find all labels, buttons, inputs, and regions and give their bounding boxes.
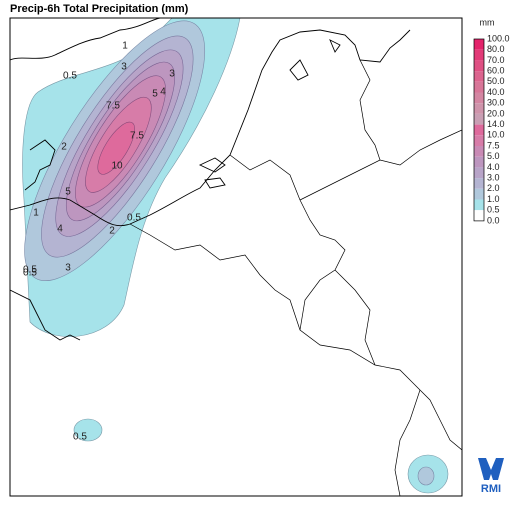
contour-label: 1 — [122, 41, 128, 52]
contour-label: 0.5 — [23, 268, 37, 279]
colorbar-unit: mm — [480, 17, 495, 27]
contour-label: 7.5 — [106, 101, 120, 112]
colorbar-swatch — [474, 39, 484, 50]
colorbar-swatch — [474, 49, 484, 61]
colorbar-label: 0.0 — [487, 215, 500, 225]
colorbar-swatch — [474, 60, 484, 72]
map-frame — [9, 17, 463, 497]
contour-label: 3 — [65, 263, 71, 274]
colorbar-swatch — [474, 178, 484, 189]
colorbar-label: 14.0 — [487, 119, 505, 129]
colorbar-label: 20.0 — [487, 108, 505, 118]
colorbar-swatch — [474, 199, 484, 211]
map-area — [10, 18, 462, 496]
colorbar-swatch — [474, 113, 484, 125]
precip-band — [417, 466, 435, 486]
contour-label: 0.5 — [63, 71, 77, 82]
colorbar-label: 40.0 — [487, 87, 505, 97]
contour-label: 1 — [33, 208, 39, 219]
borders — [129, 59, 462, 496]
contour-label: 0.5 — [127, 213, 141, 224]
colorbar-label: 5.0 — [487, 151, 500, 161]
colorbar-swatch — [474, 71, 484, 82]
contour-label: 7.5 — [130, 131, 144, 142]
colorbar-label: 2.0 — [487, 183, 500, 193]
logo-text: RMI — [481, 483, 501, 495]
colorbar-label: 30.0 — [487, 98, 505, 108]
colorbar-label: 3.0 — [487, 172, 500, 182]
contour-label: 5 — [152, 89, 158, 100]
colorbar-swatch — [474, 156, 484, 168]
colorbar: 100.080.070.060.050.040.030.020.014.010.… — [473, 33, 510, 225]
contour-label: 4 — [57, 224, 63, 235]
contour-label: 2 — [109, 226, 115, 237]
colorbar-swatch — [474, 92, 484, 104]
colorbar-frame — [473, 38, 485, 222]
colorbar-label: 10.0 — [487, 130, 505, 140]
precip-field — [22, 18, 449, 494]
contour-label: 0.5 — [73, 432, 87, 443]
colorbar-label: 7.5 — [487, 140, 500, 150]
colorbar-label: 80.0 — [487, 44, 505, 54]
colorbar-swatch — [474, 135, 484, 146]
contour-label: 5 — [65, 187, 71, 198]
contour-label: 0.5 — [23, 265, 37, 276]
contour-label: 4 — [160, 87, 166, 98]
title: Precip-6h Total Precipitation (mm) — [10, 3, 189, 15]
colorbar-label: 0.5 — [487, 205, 500, 215]
colorbar-swatch — [474, 81, 484, 93]
colorbar-label: 100.0 — [487, 33, 510, 43]
colorbar-label: 1.0 — [487, 194, 500, 204]
precip-band — [73, 418, 103, 442]
contour-label: 3 — [169, 69, 175, 80]
colorbar-swatch — [474, 103, 484, 114]
colorbar-swatch — [474, 210, 484, 221]
colorbar-swatch — [474, 146, 484, 157]
contour-label: 3 — [121, 62, 127, 73]
coastlines — [10, 18, 411, 341]
colorbar-label: 50.0 — [487, 76, 505, 86]
precip-band — [97, 121, 135, 175]
contour-label: 2 — [61, 142, 67, 153]
colorbar-label: 4.0 — [487, 162, 500, 172]
colorbar-swatch — [474, 124, 484, 136]
colorbar-swatch — [474, 188, 484, 200]
colorbar-label: 60.0 — [487, 65, 505, 75]
logo: RMI — [478, 458, 504, 495]
colorbar-label: 70.0 — [487, 55, 505, 65]
colorbar-swatch — [474, 167, 484, 179]
contour-label: 10 — [111, 161, 123, 172]
